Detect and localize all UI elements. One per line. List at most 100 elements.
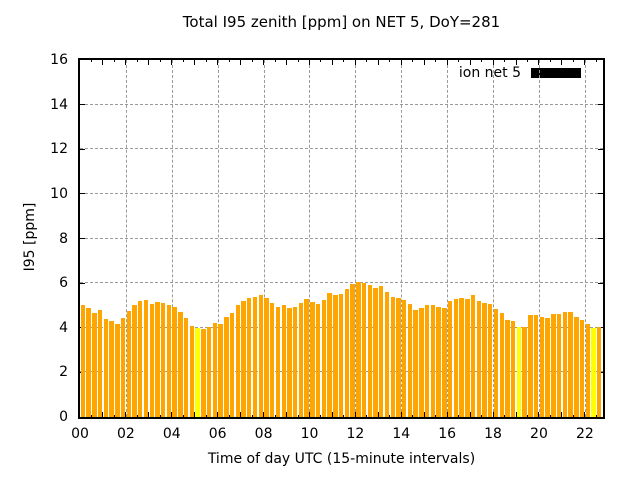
bar: [539, 316, 545, 417]
y-tick-label: 12: [50, 141, 68, 158]
x-gridline: [355, 60, 357, 417]
x-tick-mark: [251, 415, 253, 417]
x-tick-mark: [148, 60, 150, 65]
bar: [442, 307, 447, 417]
y-gridline: [80, 192, 603, 194]
x-tick-mark: [572, 415, 574, 417]
bar: [235, 305, 241, 417]
x-gridline: [309, 60, 311, 417]
x-tick-label: 04: [162, 426, 181, 442]
x-tick-mark: [526, 60, 528, 62]
x-tick-mark: [435, 60, 437, 62]
x-tick-mark: [113, 60, 115, 62]
x-tick-mark: [492, 60, 494, 65]
x-tick-label: 14: [392, 426, 411, 442]
x-tick-mark: [389, 415, 391, 417]
y-tick-mark: [80, 193, 85, 195]
bar: [218, 324, 223, 417]
bar: [465, 298, 470, 417]
x-tick-mark: [354, 60, 356, 65]
legend-swatch: [531, 68, 581, 78]
bar: [327, 293, 332, 417]
x-tick-mark: [561, 412, 563, 417]
x-tick-mark: [400, 412, 402, 417]
x-tick-mark: [561, 60, 563, 65]
bar: [516, 326, 522, 417]
bar: [195, 327, 200, 417]
x-tick-mark: [263, 60, 265, 65]
bar: [545, 317, 550, 417]
bar: [338, 294, 344, 417]
x-tick-mark: [458, 415, 460, 417]
x-tick-mark: [549, 415, 551, 417]
x-tick-mark: [538, 412, 540, 417]
bar: [476, 300, 481, 417]
bar: [396, 297, 401, 417]
x-tick-mark: [171, 60, 173, 65]
y-tick-mark: [80, 282, 85, 284]
bar: [86, 307, 91, 417]
bar: [287, 307, 292, 417]
bar: [510, 321, 516, 417]
y-tick-mark: [598, 238, 603, 239]
x-tick-mark: [343, 415, 345, 417]
bar: [373, 287, 378, 417]
bar: [482, 303, 487, 417]
x-tick-mark: [125, 60, 127, 65]
bar: [161, 303, 166, 417]
x-tick-mark: [423, 60, 425, 65]
bar: [356, 282, 361, 417]
x-tick-mark: [377, 60, 379, 65]
bar: [80, 305, 86, 417]
bar: [470, 295, 476, 417]
x-tick-mark: [228, 415, 230, 417]
bar: [275, 306, 281, 417]
x-tick-mark: [584, 60, 586, 65]
bar: [384, 292, 390, 417]
x-tick-mark: [320, 60, 322, 62]
bar: [430, 305, 436, 417]
x-tick-label: 06: [208, 426, 227, 442]
x-tick-mark: [297, 415, 299, 417]
bar: [310, 302, 315, 417]
x-tick-mark: [90, 60, 92, 62]
bar: [436, 306, 441, 417]
bar: [166, 305, 172, 417]
x-tick-label: 10: [300, 426, 319, 442]
x-tick-mark: [148, 412, 150, 417]
x-tick-mark: [308, 60, 310, 65]
bar: [172, 306, 177, 417]
x-tick-mark: [159, 60, 161, 62]
x-tick-mark: [572, 60, 574, 62]
x-tick-mark: [366, 415, 368, 417]
x-tick-mark: [584, 412, 586, 417]
y-gridline: [80, 103, 603, 105]
bar: [212, 323, 218, 417]
y-tick-label: 16: [50, 52, 68, 68]
bar: [206, 326, 212, 417]
y-tick-mark: [598, 104, 603, 106]
x-tick-mark: [354, 412, 356, 417]
x-gridline: [263, 60, 265, 417]
bar: [270, 303, 275, 417]
y-tick-label: 10: [50, 185, 68, 202]
y-tick-label: 4: [59, 319, 68, 336]
x-tick-mark: [194, 60, 196, 65]
x-tick-mark: [113, 415, 115, 417]
bar: [562, 312, 568, 417]
x-tick-mark: [515, 412, 517, 417]
x-tick-mark: [102, 60, 104, 65]
x-tick-mark: [240, 412, 242, 417]
bar: [505, 319, 510, 417]
bar: [264, 297, 269, 417]
bar: [361, 283, 367, 417]
bar: [401, 299, 407, 417]
x-tick-mark: [549, 60, 551, 62]
bar: [103, 318, 109, 417]
x-tick-label: 18: [484, 426, 502, 442]
bar: [413, 309, 418, 417]
x-tick-mark: [286, 60, 288, 65]
x-tick-mark: [481, 60, 483, 62]
x-tick-mark: [136, 415, 138, 417]
x-tick-mark: [343, 60, 345, 62]
